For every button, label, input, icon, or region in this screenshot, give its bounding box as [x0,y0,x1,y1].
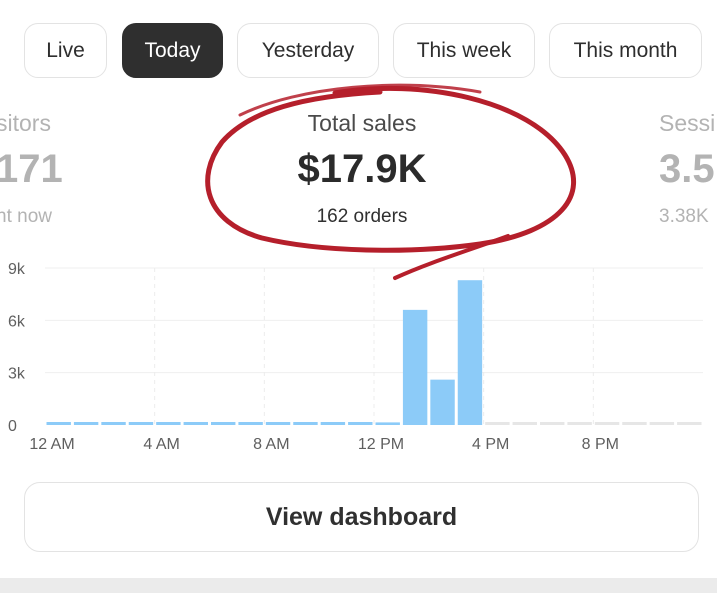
total-sales-metric[interactable]: Total sales $17.9K 162 orders [262,110,462,228]
bar [128,422,154,425]
bar [375,422,400,425]
y-tick-label: 9k [8,261,26,278]
bar [183,422,208,425]
view-dashboard-button[interactable]: View dashboard [24,482,699,552]
tab-this-week[interactable]: This week [393,23,535,78]
orders-count: 162 orders [316,206,408,227]
future-hour-marker [540,422,565,425]
bar [293,422,318,425]
bar [320,422,346,425]
future-hour-marker [649,422,675,425]
metric-sub: ht now [0,206,52,227]
sessions-metric[interactable]: Sessi 3.5 3.38K [659,110,715,228]
footer-divider [0,578,717,593]
future-hour-marker [622,422,647,425]
x-tick-label: 4 PM [472,436,509,453]
future-hour-marker [677,422,702,425]
future-hour-marker [567,422,592,425]
metric-value: 3.5 [659,147,715,191]
metric-label: Sessi [659,110,716,136]
metric-sub: 3.38K [659,206,709,227]
x-tick-label: 12 PM [358,436,404,453]
tab-yesterday[interactable]: Yesterday [237,23,379,78]
bar [46,422,71,425]
y-tick-label: 6k [8,313,26,330]
x-tick-label: 8 AM [253,436,289,453]
tab-live[interactable]: Live [24,23,107,78]
bar [211,422,236,425]
visitors-metric[interactable]: sitors 171 ht now [0,110,63,228]
x-tick-label: 12 AM [29,436,74,453]
metric-value: 171 [0,147,63,191]
total-sales-value: $17.9K [297,147,427,191]
bar [156,422,181,425]
bar [348,422,373,425]
bar [238,422,263,425]
y-tick-label: 0 [8,418,17,435]
tab-today[interactable]: Today [122,23,223,78]
x-tick-label: 4 AM [143,436,179,453]
bar [402,309,428,425]
y-tick-label: 3k [8,366,26,383]
bar [101,422,126,425]
tab-this-month[interactable]: This month [549,23,702,78]
future-hour-marker [485,422,510,425]
total-sales-label: Total sales [307,110,417,136]
bar [265,422,291,425]
bar [457,280,483,425]
future-hour-marker [512,422,537,425]
bar [430,379,455,425]
x-tick-label: 8 PM [582,436,619,453]
metric-label: sitors [0,110,51,136]
hourly-sales-chart: 9k 6k 3k 0 12 AM 4 AM 8 AM 12 PM 4 PM 8 PM [8,261,703,453]
bar [73,422,99,425]
future-hour-marker [594,422,620,425]
